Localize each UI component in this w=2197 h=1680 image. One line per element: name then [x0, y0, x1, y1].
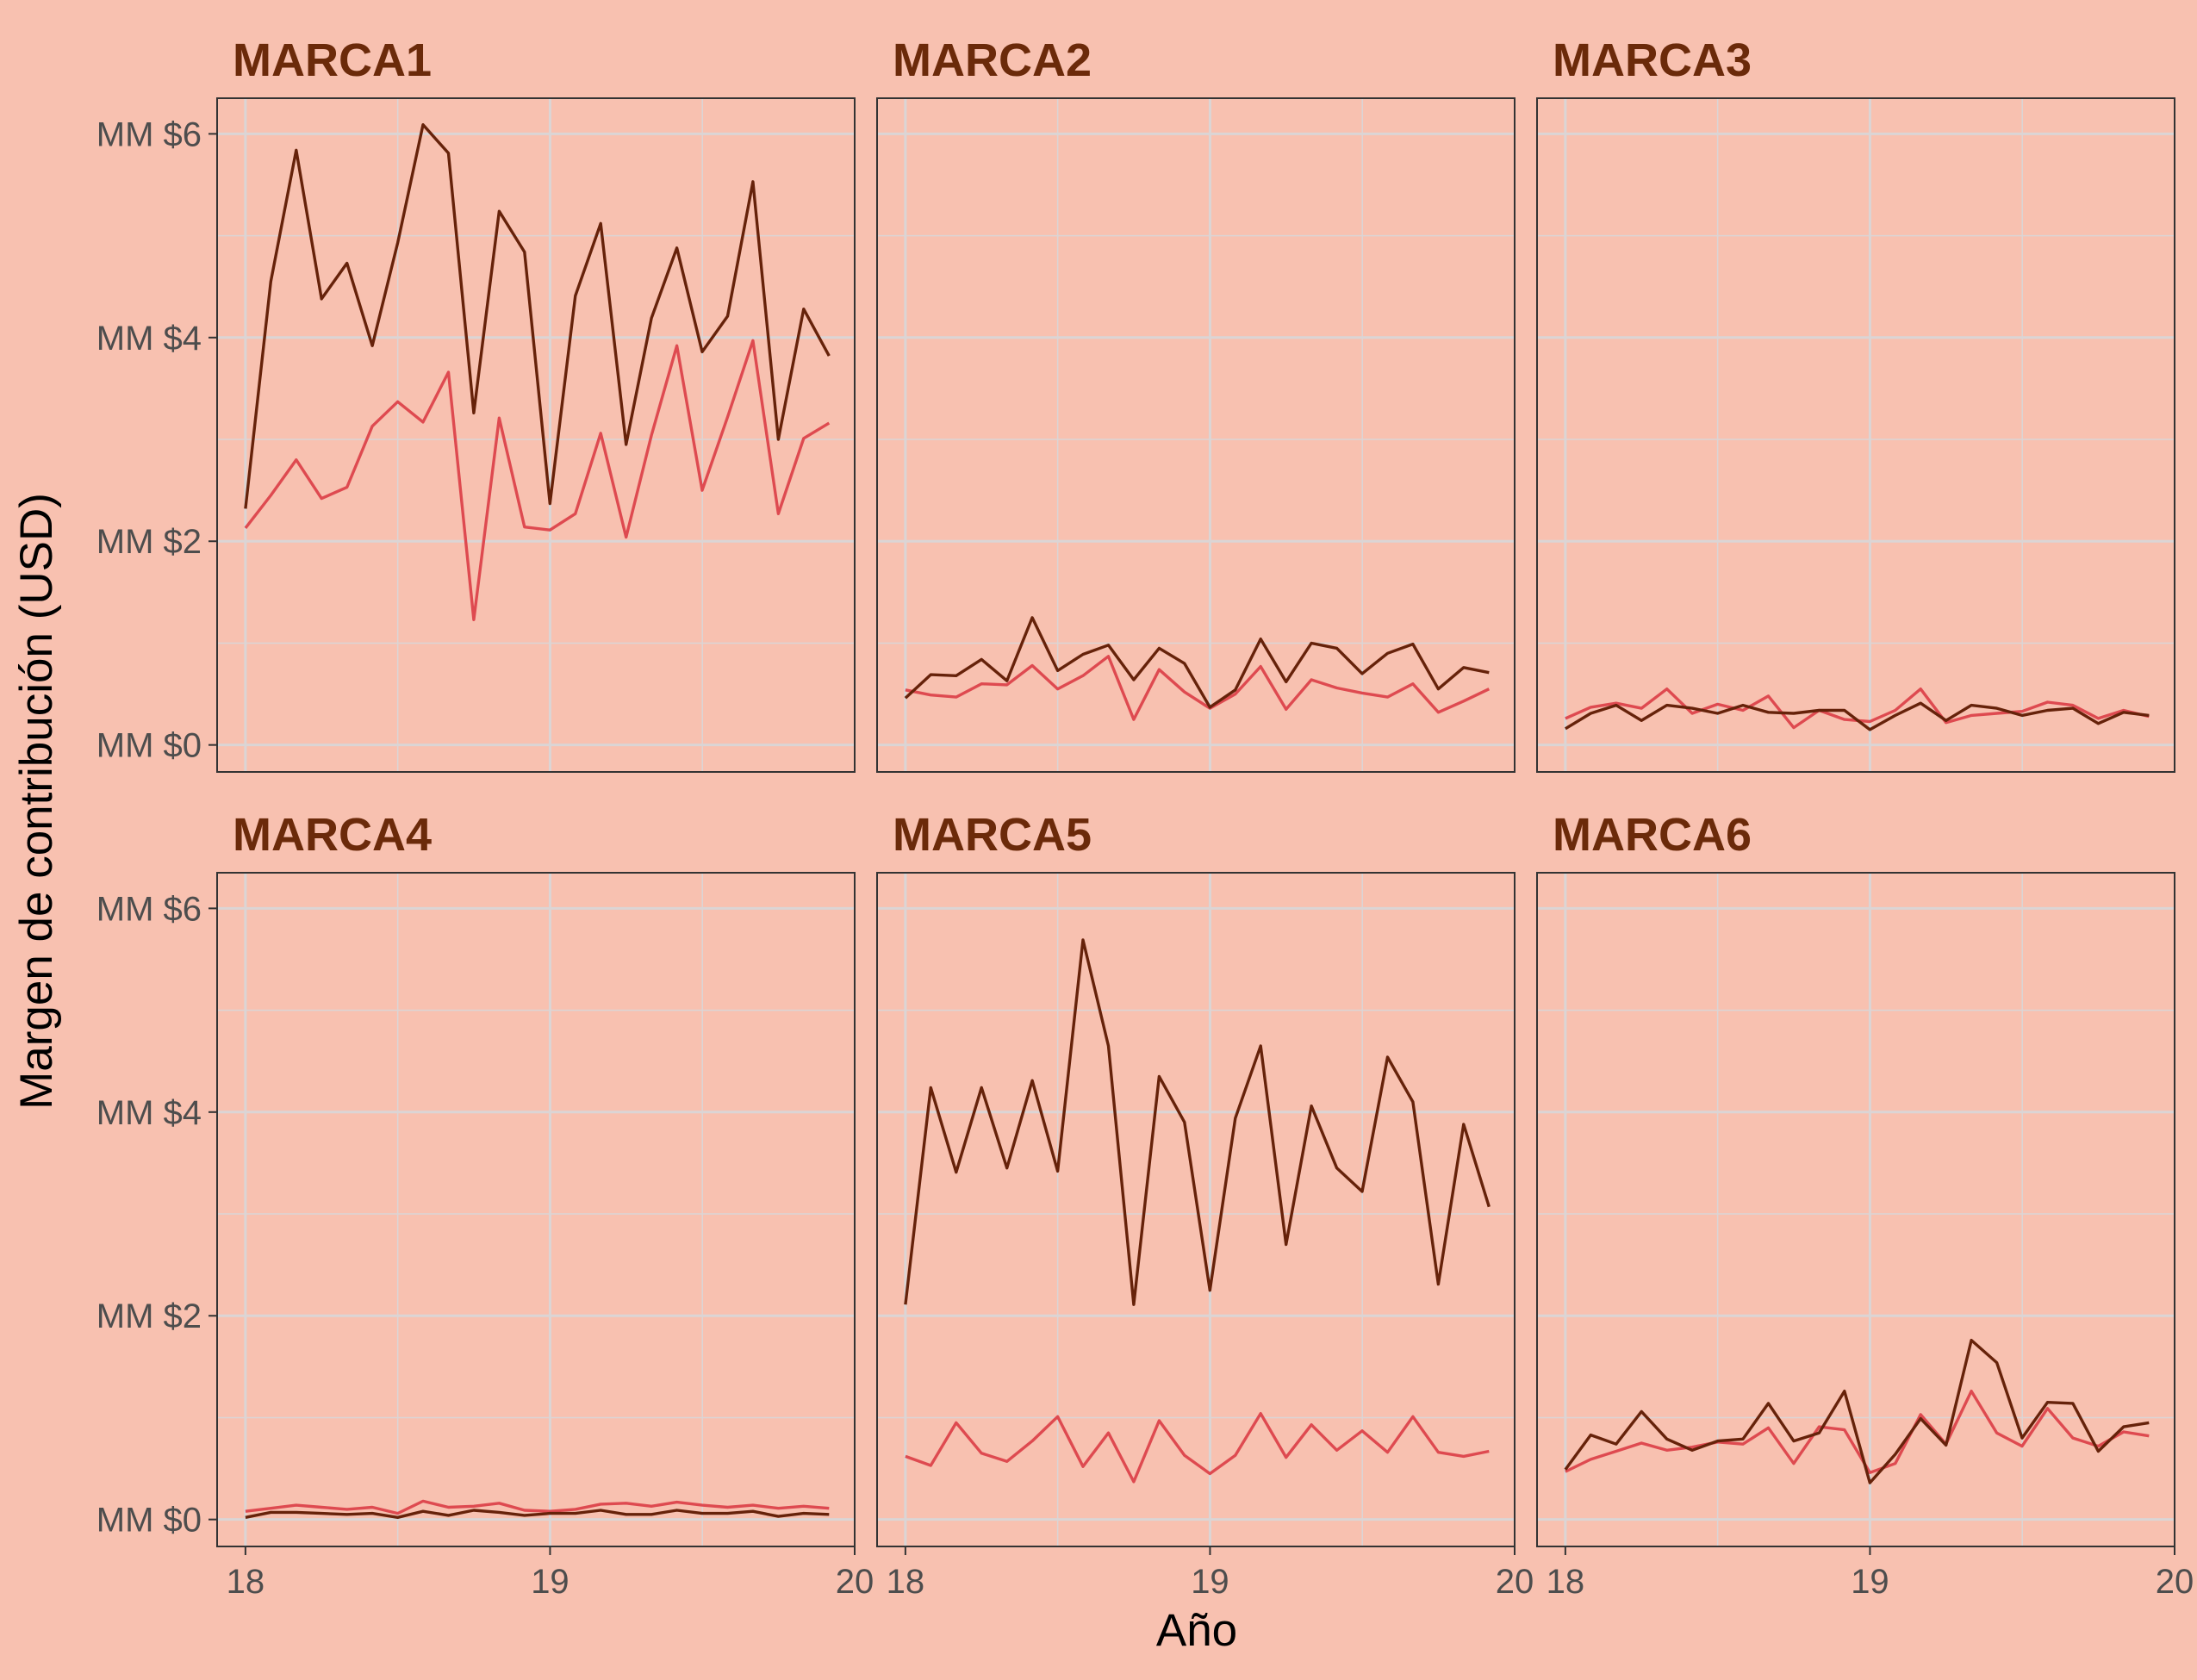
series-line-dark [1565, 701, 2150, 731]
series-line-light [245, 1499, 830, 1515]
panel-border [1536, 97, 2175, 773]
y-tick-label: MM $2 [96, 1297, 202, 1335]
x-axis-title: Año [1156, 1605, 1237, 1656]
y-axis-title: Margen de contribución (USD) [11, 493, 62, 1110]
panel-marca4: MARCA4 [216, 809, 856, 1547]
series-line-dark [904, 938, 1491, 1306]
x-tick-label: 20 [2156, 1563, 2194, 1601]
y-tick-label: MM $4 [96, 320, 202, 358]
y-tick-label: MM $6 [96, 115, 202, 153]
panel-border [876, 872, 1515, 1547]
series-line-dark [245, 1509, 830, 1520]
axes-layer: MM $0 MM $2 MM $4 MM $6 MM $0 MM $2 MM $4 MM $6… [96, 115, 2194, 1601]
x-tick-label: 19 [1191, 1563, 1229, 1601]
series-line-light [1565, 1389, 2150, 1475]
series-line-dark [904, 616, 1490, 709]
y-tick-label: MM $4 [96, 1094, 202, 1132]
panel-marca1: MARCA1 [216, 34, 856, 773]
panel-title: MARCA3 [1553, 34, 1752, 86]
panel-title: MARCA1 [233, 34, 432, 86]
y-tick-label: MM $2 [96, 523, 202, 561]
y-tick-label: MM $0 [96, 1502, 202, 1540]
x-tick-label: 20 [1496, 1563, 1534, 1601]
x-tick-label: 20 [836, 1563, 874, 1601]
y-tick-label: MM $0 [96, 727, 202, 765]
panel-marca3: MARCA3 [1536, 34, 2175, 773]
panel-marca2: MARCA2 [876, 34, 1515, 773]
series-line-light [905, 1411, 1490, 1484]
series-line-light [905, 655, 1491, 721]
panel-border [876, 97, 1515, 773]
panel-border [216, 97, 856, 773]
panel-title: MARCA2 [893, 34, 1092, 86]
panel-border [1536, 872, 2175, 1547]
y-tick-label: MM $6 [96, 890, 202, 928]
x-tick-label: 19 [531, 1563, 569, 1601]
series-line-dark [1564, 1338, 2150, 1484]
x-tick-label: 18 [887, 1563, 925, 1601]
panel-border [216, 872, 856, 1547]
panel-marca5: MARCA5 [876, 809, 1515, 1547]
x-tick-label: 19 [1851, 1563, 1889, 1601]
x-tick-label: 18 [1547, 1563, 1585, 1601]
x-tick-label: 18 [227, 1563, 265, 1601]
series-line-dark [244, 122, 831, 509]
series-line-light [244, 339, 831, 621]
panels-layer: MARCA1 MARCA2 MARCA3 MARCA4 MARCA5 MARCA6 [216, 34, 2175, 1547]
panel-title: MARCA4 [233, 809, 432, 861]
panel-marca6: MARCA6 [1536, 809, 2175, 1547]
panel-title: MARCA6 [1553, 809, 1752, 861]
panel-title: MARCA5 [893, 809, 1092, 861]
